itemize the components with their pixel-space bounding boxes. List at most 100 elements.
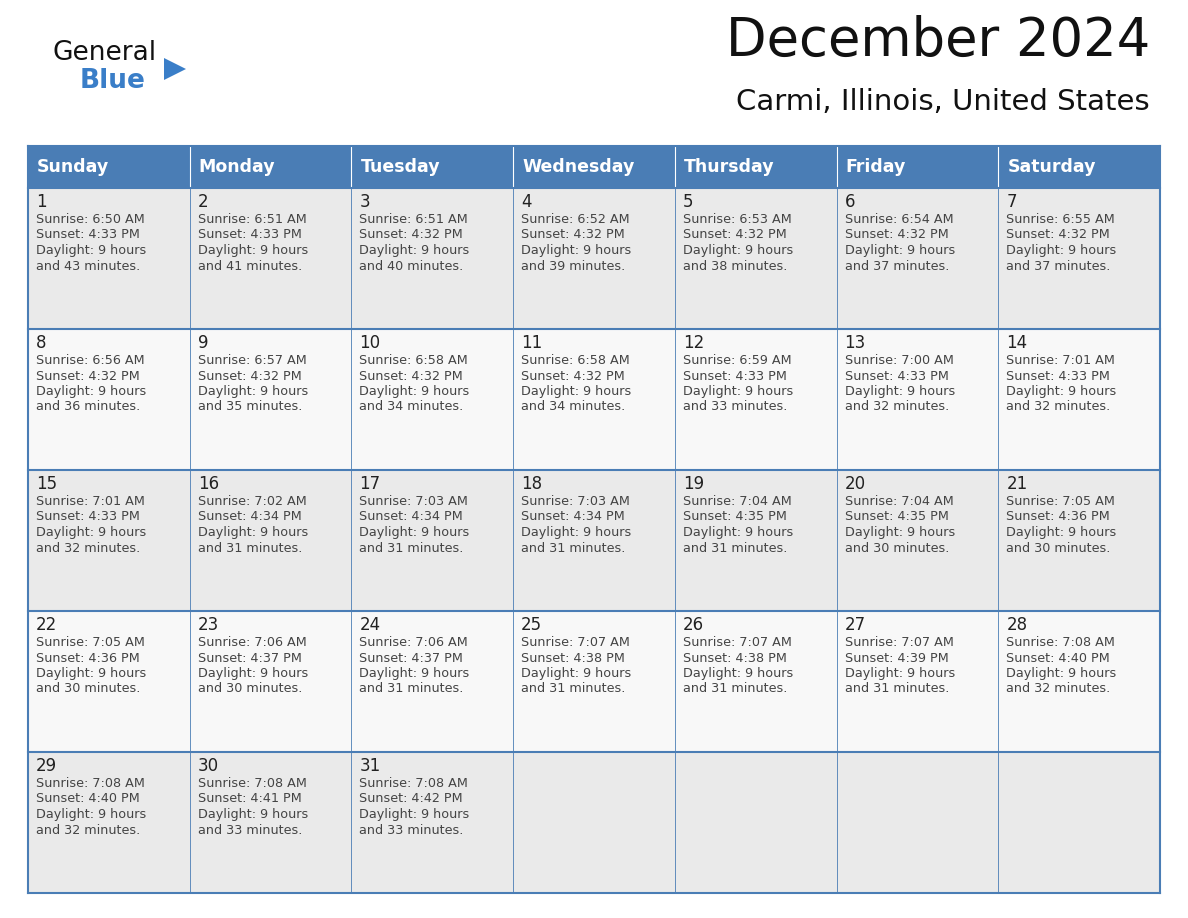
Text: Sunrise: 7:08 AM: Sunrise: 7:08 AM — [1006, 636, 1116, 649]
Text: Sunset: 4:39 PM: Sunset: 4:39 PM — [845, 652, 948, 665]
Text: Daylight: 9 hours: Daylight: 9 hours — [683, 526, 794, 539]
Text: Sunrise: 6:58 AM: Sunrise: 6:58 AM — [522, 354, 630, 367]
Text: and 39 minutes.: and 39 minutes. — [522, 260, 625, 273]
Text: and 32 minutes.: and 32 minutes. — [1006, 682, 1111, 696]
Text: Daylight: 9 hours: Daylight: 9 hours — [36, 667, 146, 680]
Text: 8: 8 — [36, 334, 46, 352]
Bar — [513, 146, 675, 188]
Text: Daylight: 9 hours: Daylight: 9 hours — [360, 808, 469, 821]
Text: and 32 minutes.: and 32 minutes. — [36, 823, 140, 836]
Bar — [190, 470, 352, 611]
Text: 26: 26 — [683, 616, 704, 634]
Text: and 31 minutes.: and 31 minutes. — [845, 682, 949, 696]
Text: Daylight: 9 hours: Daylight: 9 hours — [522, 385, 631, 398]
Text: December 2024: December 2024 — [726, 15, 1150, 67]
Text: Sunset: 4:32 PM: Sunset: 4:32 PM — [360, 229, 463, 241]
Text: Monday: Monday — [198, 158, 276, 176]
Text: Daylight: 9 hours: Daylight: 9 hours — [36, 385, 146, 398]
Text: Sunrise: 6:55 AM: Sunrise: 6:55 AM — [1006, 213, 1116, 226]
Text: and 31 minutes.: and 31 minutes. — [197, 542, 302, 554]
Text: Sunset: 4:36 PM: Sunset: 4:36 PM — [36, 652, 140, 665]
Text: Sunset: 4:38 PM: Sunset: 4:38 PM — [683, 652, 786, 665]
Text: Sunrise: 7:03 AM: Sunrise: 7:03 AM — [522, 495, 630, 508]
Bar — [513, 611, 675, 752]
Text: Sunset: 4:35 PM: Sunset: 4:35 PM — [845, 510, 948, 523]
Text: Daylight: 9 hours: Daylight: 9 hours — [360, 526, 469, 539]
Text: Sunset: 4:35 PM: Sunset: 4:35 PM — [683, 510, 786, 523]
Text: 13: 13 — [845, 334, 866, 352]
Text: Sunrise: 7:01 AM: Sunrise: 7:01 AM — [1006, 354, 1116, 367]
Text: Daylight: 9 hours: Daylight: 9 hours — [360, 244, 469, 257]
Text: Daylight: 9 hours: Daylight: 9 hours — [683, 244, 794, 257]
Text: Daylight: 9 hours: Daylight: 9 hours — [845, 244, 955, 257]
Bar — [675, 470, 836, 611]
Text: 28: 28 — [1006, 616, 1028, 634]
Text: Sunday: Sunday — [37, 158, 109, 176]
Text: Sunrise: 7:02 AM: Sunrise: 7:02 AM — [197, 495, 307, 508]
Text: Sunrise: 7:05 AM: Sunrise: 7:05 AM — [36, 636, 145, 649]
Bar — [675, 329, 836, 470]
Text: Sunset: 4:34 PM: Sunset: 4:34 PM — [197, 510, 302, 523]
Text: Sunrise: 7:06 AM: Sunrise: 7:06 AM — [360, 636, 468, 649]
Text: and 31 minutes.: and 31 minutes. — [360, 682, 463, 696]
Bar — [675, 611, 836, 752]
Bar — [513, 752, 675, 893]
Text: 1: 1 — [36, 193, 46, 211]
Bar — [836, 188, 998, 329]
Text: Sunset: 4:34 PM: Sunset: 4:34 PM — [522, 510, 625, 523]
Text: Daylight: 9 hours: Daylight: 9 hours — [845, 667, 955, 680]
Text: and 33 minutes.: and 33 minutes. — [197, 823, 302, 836]
Text: Sunset: 4:32 PM: Sunset: 4:32 PM — [1006, 229, 1110, 241]
Bar — [998, 470, 1159, 611]
Bar — [352, 470, 513, 611]
Text: 31: 31 — [360, 757, 380, 775]
Text: 9: 9 — [197, 334, 208, 352]
Text: Sunset: 4:42 PM: Sunset: 4:42 PM — [360, 792, 463, 805]
Text: Sunrise: 7:07 AM: Sunrise: 7:07 AM — [522, 636, 630, 649]
Text: and 36 minutes.: and 36 minutes. — [36, 400, 140, 413]
Text: and 30 minutes.: and 30 minutes. — [1006, 542, 1111, 554]
Text: 22: 22 — [36, 616, 57, 634]
Text: and 30 minutes.: and 30 minutes. — [845, 542, 949, 554]
Bar — [998, 188, 1159, 329]
Text: Daylight: 9 hours: Daylight: 9 hours — [360, 385, 469, 398]
Bar — [190, 188, 352, 329]
Text: Sunset: 4:33 PM: Sunset: 4:33 PM — [845, 370, 948, 383]
Bar — [352, 611, 513, 752]
Text: and 32 minutes.: and 32 minutes. — [36, 542, 140, 554]
Polygon shape — [164, 58, 187, 80]
Text: and 32 minutes.: and 32 minutes. — [1006, 400, 1111, 413]
Text: Daylight: 9 hours: Daylight: 9 hours — [197, 385, 308, 398]
Text: Sunrise: 6:51 AM: Sunrise: 6:51 AM — [197, 213, 307, 226]
Text: Sunset: 4:32 PM: Sunset: 4:32 PM — [522, 370, 625, 383]
Bar — [190, 329, 352, 470]
Text: and 35 minutes.: and 35 minutes. — [197, 400, 302, 413]
Text: Sunrise: 6:59 AM: Sunrise: 6:59 AM — [683, 354, 791, 367]
Text: Sunset: 4:32 PM: Sunset: 4:32 PM — [683, 229, 786, 241]
Text: Daylight: 9 hours: Daylight: 9 hours — [683, 667, 794, 680]
Text: Sunrise: 7:08 AM: Sunrise: 7:08 AM — [360, 777, 468, 790]
Text: and 43 minutes.: and 43 minutes. — [36, 260, 140, 273]
Bar — [29, 188, 190, 329]
Text: and 31 minutes.: and 31 minutes. — [522, 542, 626, 554]
Text: 3: 3 — [360, 193, 369, 211]
Text: Sunrise: 6:53 AM: Sunrise: 6:53 AM — [683, 213, 791, 226]
Text: Sunrise: 7:04 AM: Sunrise: 7:04 AM — [683, 495, 791, 508]
Text: 14: 14 — [1006, 334, 1028, 352]
Text: and 38 minutes.: and 38 minutes. — [683, 260, 788, 273]
Text: Sunrise: 7:00 AM: Sunrise: 7:00 AM — [845, 354, 954, 367]
Text: 24: 24 — [360, 616, 380, 634]
Text: Daylight: 9 hours: Daylight: 9 hours — [683, 385, 794, 398]
Text: 27: 27 — [845, 616, 866, 634]
Text: Sunset: 4:40 PM: Sunset: 4:40 PM — [1006, 652, 1110, 665]
Text: 7: 7 — [1006, 193, 1017, 211]
Text: Daylight: 9 hours: Daylight: 9 hours — [197, 808, 308, 821]
Bar — [352, 146, 513, 188]
Text: Sunset: 4:40 PM: Sunset: 4:40 PM — [36, 792, 140, 805]
Text: Sunset: 4:32 PM: Sunset: 4:32 PM — [522, 229, 625, 241]
Text: and 34 minutes.: and 34 minutes. — [360, 400, 463, 413]
Bar — [352, 329, 513, 470]
Text: Daylight: 9 hours: Daylight: 9 hours — [36, 808, 146, 821]
Text: Daylight: 9 hours: Daylight: 9 hours — [1006, 526, 1117, 539]
Text: Daylight: 9 hours: Daylight: 9 hours — [522, 244, 631, 257]
